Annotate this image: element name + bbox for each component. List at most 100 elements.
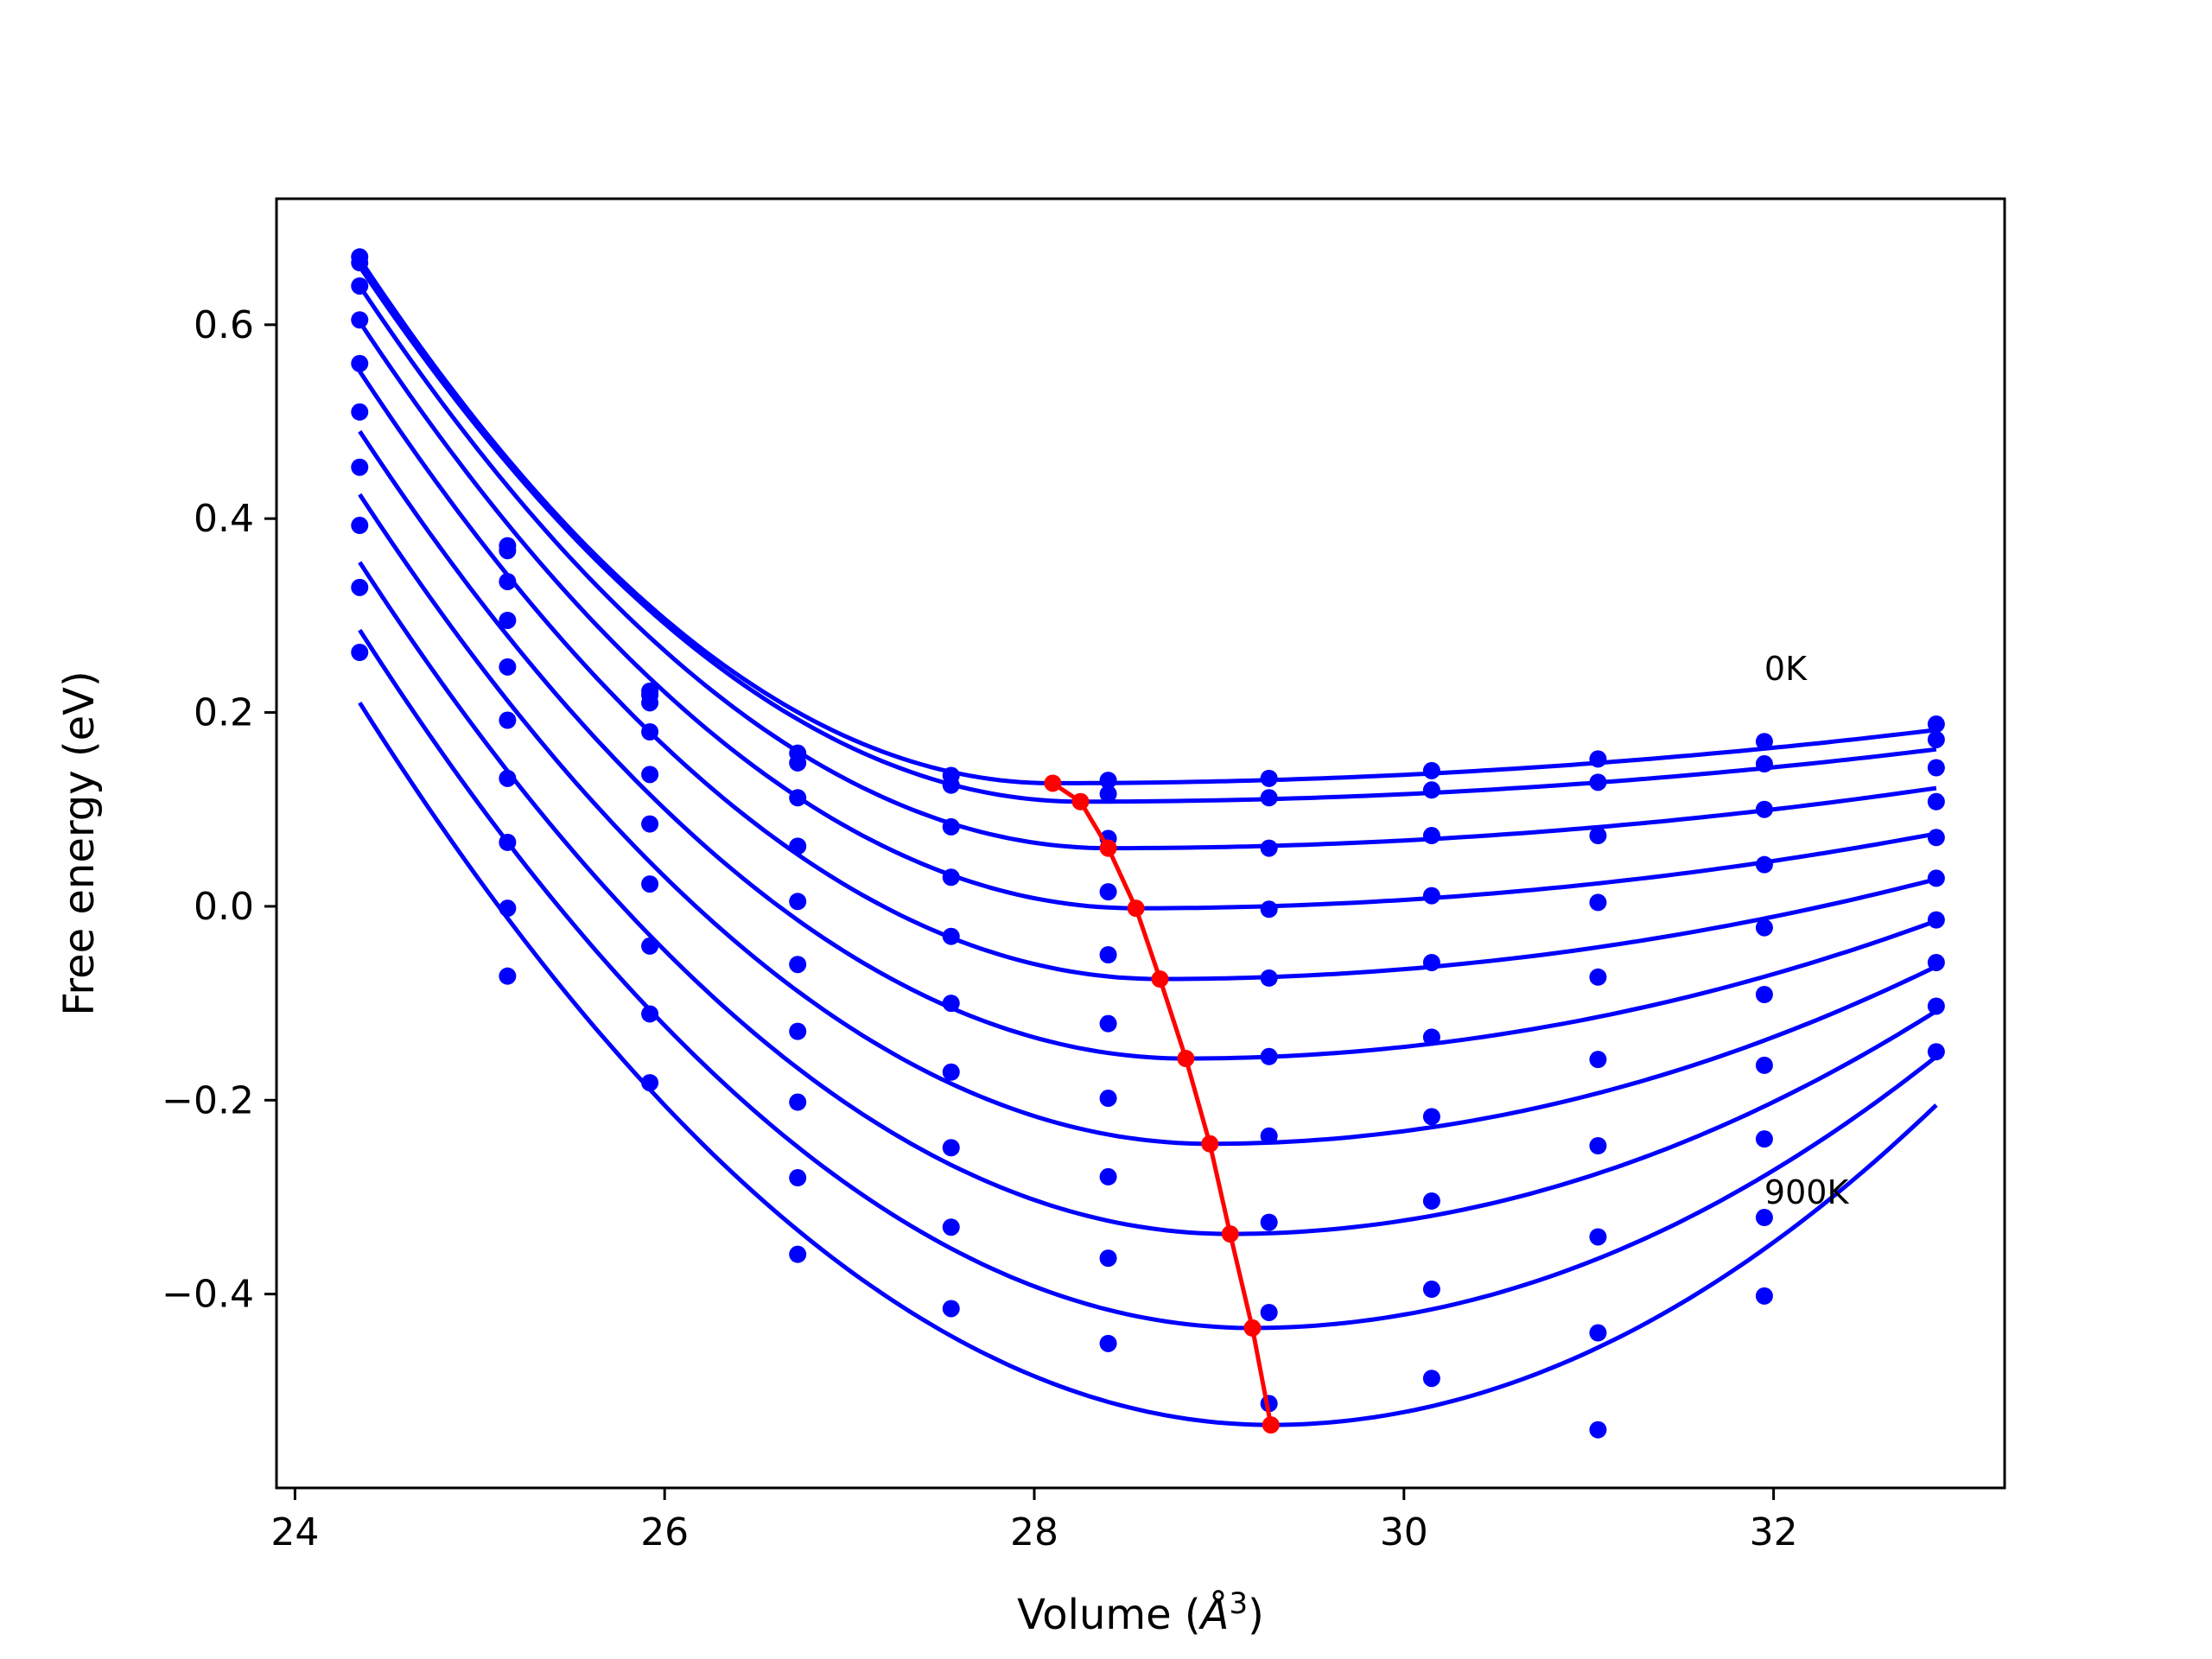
y-tick-label: 0.6: [194, 303, 254, 347]
data-point: [641, 1005, 659, 1023]
y-axis-ticks: −0.4 −0.2 0.0 0.2 0.4 0.6: [162, 303, 276, 1317]
equilibrium-volume-line: [1052, 781, 1274, 1426]
data-point: [1099, 1167, 1117, 1185]
data-point: [351, 517, 369, 535]
data-point: [1755, 855, 1773, 874]
data-point: [789, 1245, 807, 1263]
equilibrium-point: [1177, 1050, 1195, 1068]
fit-curve-1: [358, 265, 1937, 804]
fit-curve-3: [358, 321, 1937, 911]
data-point: [789, 956, 807, 974]
data-point: [1099, 883, 1117, 901]
data-point: [1589, 1324, 1607, 1342]
fit-curve-4: [358, 370, 1937, 982]
data-point: [1260, 1047, 1278, 1065]
data-point: [1589, 1228, 1607, 1246]
x-tick-label: 28: [1010, 1510, 1058, 1554]
x-tick-label: 26: [640, 1510, 689, 1554]
data-point: [1422, 827, 1440, 845]
data-point: [942, 1218, 960, 1236]
data-point: [942, 995, 960, 1013]
x-axis-label: Volume (Å3): [1017, 1586, 1264, 1639]
data-point: [1422, 1028, 1440, 1046]
data-point: [1755, 1209, 1773, 1227]
fit-curve-8: [358, 628, 1938, 1331]
fit-curve-2: [358, 284, 1937, 851]
data-point: [351, 403, 369, 421]
y-tick-label: 0.0: [194, 885, 254, 929]
data-point: [1260, 839, 1278, 857]
data-point: [351, 578, 369, 596]
data-point: [1927, 869, 1945, 887]
data-point: [1260, 969, 1278, 987]
data-point: [1589, 968, 1607, 986]
data-point: [1422, 1281, 1440, 1299]
data-point: [1755, 800, 1773, 818]
fit-curve-9: [358, 701, 1938, 1427]
data-point: [499, 537, 517, 555]
equilibrium-point: [1044, 774, 1062, 792]
data-point: [789, 1022, 807, 1040]
data-point: [1099, 1249, 1117, 1268]
data-point: [351, 311, 369, 329]
data-point: [1589, 1137, 1607, 1155]
y-tick-label: −0.4: [162, 1273, 254, 1317]
data-point: [942, 776, 960, 794]
data-point: [1099, 1334, 1117, 1352]
data-point: [1927, 730, 1945, 748]
data-point: [1927, 997, 1945, 1015]
data-point: [1422, 761, 1440, 779]
data-point: [1927, 953, 1945, 971]
equilibrium-point: [1243, 1319, 1262, 1337]
data-point: [942, 927, 960, 945]
data-point: [942, 1063, 960, 1081]
data-point: [1927, 829, 1945, 847]
plot-frame: [275, 197, 2006, 1490]
data-point: [1755, 755, 1773, 773]
data-point: [942, 1300, 960, 1318]
data-point: [1927, 792, 1945, 810]
data-point: [1589, 893, 1607, 912]
equilibrium-point: [1127, 899, 1145, 918]
equilibrium-point: [1151, 970, 1169, 988]
data-point: [789, 1093, 807, 1111]
data-point: [1589, 1421, 1607, 1439]
data-point: [641, 766, 659, 784]
x-tick-label: 32: [1750, 1510, 1798, 1554]
data-point: [1927, 759, 1945, 777]
data-point: [641, 815, 659, 833]
data-point: [351, 644, 369, 662]
x-axis-ticks: 24 26 28 30 32: [270, 1488, 1798, 1554]
x-tick-label: 30: [1380, 1510, 1428, 1554]
data-point: [1260, 789, 1278, 807]
data-point: [1589, 773, 1607, 791]
data-point: [1260, 1303, 1278, 1321]
fit-curve-7: [358, 561, 1938, 1236]
data-point: [1422, 1192, 1440, 1210]
data-point: [1260, 900, 1278, 918]
temperature-annotation: 900K: [1764, 1173, 1850, 1211]
data-point: [942, 817, 960, 836]
data-point: [1422, 887, 1440, 905]
data-point: [499, 711, 517, 729]
data-point: [499, 611, 517, 629]
data-point: [1099, 1014, 1117, 1033]
data-point: [942, 1139, 960, 1157]
x-tick-label: 24: [270, 1510, 319, 1554]
data-point: [499, 658, 517, 676]
data-point: [1927, 1043, 1945, 1061]
equilibrium-point: [1262, 1416, 1280, 1434]
y-axis-label: Free energy (eV): [55, 671, 104, 1015]
data-point: [789, 753, 807, 772]
data-point: [1589, 750, 1607, 768]
equilibrium-point: [1071, 792, 1090, 810]
data-point: [1755, 733, 1773, 751]
data-point: [1422, 953, 1440, 971]
data-point: [351, 276, 369, 295]
data-point: [1755, 986, 1773, 1004]
data-point: [1422, 1108, 1440, 1126]
data-point: [789, 1169, 807, 1187]
data-point: [1099, 785, 1117, 803]
